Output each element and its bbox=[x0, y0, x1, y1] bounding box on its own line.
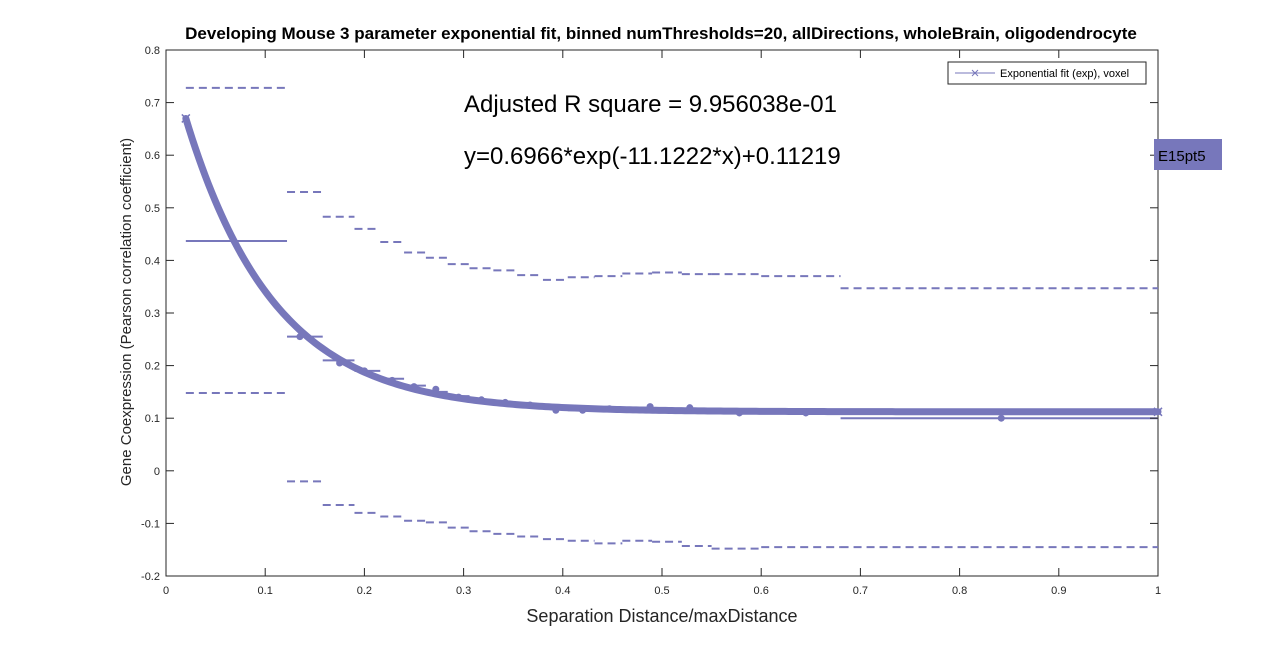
data-point bbox=[432, 385, 440, 393]
data-point bbox=[802, 409, 810, 417]
fit-curve bbox=[182, 114, 1162, 416]
y-tick-label: 0.4 bbox=[145, 255, 160, 267]
x-axis-label: Separation Distance/maxDistance bbox=[526, 606, 797, 626]
fit-layer bbox=[181, 113, 1163, 417]
data-point bbox=[360, 367, 368, 375]
data-point bbox=[410, 383, 418, 391]
x-tick-label: 1 bbox=[1155, 585, 1161, 597]
plot-area bbox=[165, 49, 1159, 577]
data-point bbox=[579, 406, 587, 414]
side-tag: E15pt5 bbox=[1154, 139, 1222, 170]
ticks-layer: 0 0.1 0.2 0.3 0.4 0.5 0.6 0.7 0.8 0.9 1 -0.2 -0.1 0 0.… bbox=[141, 45, 1161, 597]
data-point bbox=[686, 404, 694, 412]
side-tag-box bbox=[1154, 139, 1222, 170]
fit-equation-annotation: y=0.6966*exp(-11.1222*x)+0.11219 bbox=[464, 143, 841, 170]
chart-title: Developing Mouse 3 parameter exponential… bbox=[185, 24, 1137, 43]
legend: Exponential fit (exp), voxel bbox=[947, 61, 1147, 85]
data-point bbox=[646, 403, 654, 411]
legend-box bbox=[947, 61, 1147, 85]
data-point bbox=[501, 398, 509, 406]
y-tick-label: 0.5 bbox=[145, 203, 160, 215]
data-point bbox=[997, 414, 1005, 422]
data-point bbox=[388, 376, 396, 384]
data-point bbox=[605, 405, 613, 413]
y-tick-label: -0.2 bbox=[141, 571, 160, 583]
y-tick-label: 0.7 bbox=[145, 98, 160, 110]
x-tick-label: 0.1 bbox=[258, 585, 273, 597]
data-point bbox=[296, 333, 304, 341]
x-tick-label: 0.4 bbox=[555, 585, 570, 597]
fit-end-marker bbox=[1153, 407, 1163, 417]
x-tick-label: 0 bbox=[163, 585, 169, 597]
y-tick-label: 0 bbox=[154, 466, 160, 478]
y-tick-label: 0.8 bbox=[145, 45, 160, 57]
x-tick-label: 0.5 bbox=[654, 585, 669, 597]
x-tick-label: 0.6 bbox=[754, 585, 769, 597]
data-point bbox=[526, 401, 534, 409]
data-point bbox=[455, 393, 463, 401]
y-tick-label: 0.6 bbox=[145, 150, 160, 162]
legend-marker-icon bbox=[971, 69, 979, 77]
side-tag-label: E15pt5 bbox=[1158, 148, 1206, 165]
fit-end-marker bbox=[181, 113, 191, 123]
x-tick-label: 0.7 bbox=[853, 585, 868, 597]
y-axis-label: Gene Coexpression (Pearson correlation c… bbox=[118, 138, 135, 486]
points-layer bbox=[296, 333, 1005, 422]
x-tick-label: 0.3 bbox=[456, 585, 471, 597]
y-tick-label: 0.1 bbox=[145, 413, 160, 425]
legend-entry: Exponential fit (exp), voxel bbox=[1000, 68, 1129, 80]
y-tick-label: -0.1 bbox=[141, 518, 160, 530]
data-point bbox=[735, 409, 743, 417]
data-point bbox=[336, 359, 344, 367]
x-tick-label: 0.9 bbox=[1051, 585, 1066, 597]
y-tick-label: 0.3 bbox=[145, 308, 160, 320]
x-tick-label: 0.8 bbox=[952, 585, 967, 597]
data-point bbox=[477, 396, 485, 404]
x-tick-label: 0.2 bbox=[357, 585, 372, 597]
r-square-annotation: Adjusted R square = 9.956038e-01 bbox=[464, 91, 837, 118]
y-tick-label: 0.2 bbox=[145, 361, 160, 373]
data-point bbox=[552, 406, 560, 414]
